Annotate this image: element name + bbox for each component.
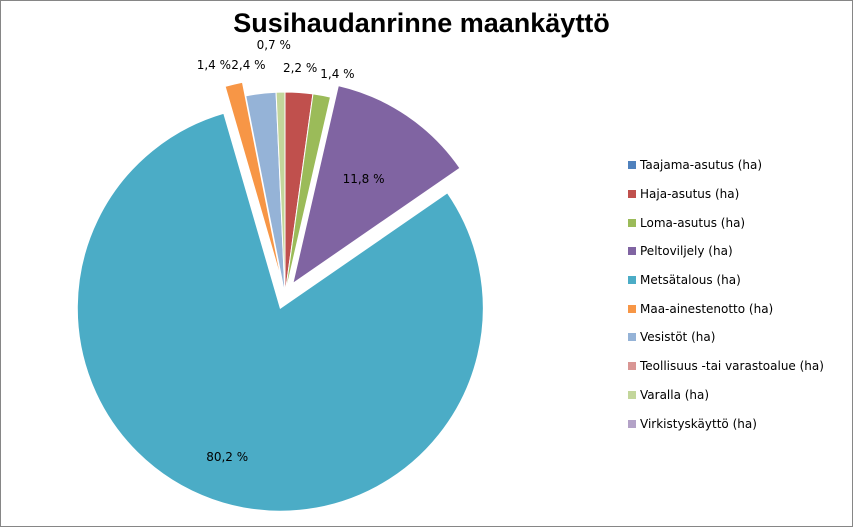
data-label-haja-asutus-ha: 2,2 % bbox=[283, 61, 317, 75]
pie-slice-peltoviljely-ha bbox=[292, 84, 461, 285]
legend-item-haja-asutus-ha: Haja-asutus (ha) bbox=[628, 180, 848, 209]
legend-swatch bbox=[628, 218, 636, 227]
legend-label: Virkistyskäyttö (ha) bbox=[640, 416, 757, 431]
legend-item-metsätalous-ha: Metsätalous (ha) bbox=[628, 266, 848, 295]
legend-swatch bbox=[628, 276, 636, 285]
legend-label: Taajama-asutus (ha) bbox=[640, 158, 763, 173]
pie-slice-maa-ainestenotto-ha bbox=[224, 81, 283, 282]
legend-swatch bbox=[628, 390, 636, 399]
pie-slice-loma-asutus-ha bbox=[284, 93, 332, 296]
legend-label: Haja-asutus (ha) bbox=[640, 187, 740, 202]
legend-item-peltoviljely-ha: Peltoviljely (ha) bbox=[628, 237, 848, 266]
legend-label: Metsätalous (ha) bbox=[640, 273, 741, 288]
chart-title: Susihaudanrinne maankäyttö bbox=[233, 8, 610, 38]
legend-item-vesistöt-ha: Vesistöt (ha) bbox=[628, 323, 848, 352]
legend-label: Maa-ainestenotto (ha) bbox=[640, 301, 774, 316]
legend-label: Varalla (ha) bbox=[640, 387, 710, 402]
data-label-vesistöt-ha: 2,4 % bbox=[231, 58, 265, 72]
legend-swatch bbox=[628, 419, 636, 428]
legend-swatch bbox=[628, 333, 636, 342]
legend-item-teollisuus-tai-varastoalue-ha: Teollisuus -tai varastoalue (ha) bbox=[628, 352, 848, 381]
data-label-loma-asutus-ha: 1,4 % bbox=[320, 67, 354, 81]
legend-item-varalla-ha: Varalla (ha) bbox=[628, 381, 848, 410]
data-label-metsätalous-ha: 80,2 % bbox=[206, 450, 248, 464]
legend-swatch bbox=[628, 362, 636, 371]
legend-label: Vesistöt (ha) bbox=[640, 330, 716, 345]
data-label-maa-ainestenotto-ha: 1,4 % bbox=[197, 58, 231, 72]
legend-label: Loma-asutus (ha) bbox=[640, 215, 746, 230]
pie-slice-metsätalous-ha bbox=[76, 112, 484, 512]
legend-item-virkistyskäyttö-ha: Virkistyskäyttö (ha) bbox=[628, 409, 848, 438]
legend-label: Peltoviljely (ha) bbox=[640, 244, 733, 259]
legend-swatch bbox=[628, 304, 636, 313]
legend: Taajama-asutus (ha) Haja-asutus (ha) Loma-… bbox=[628, 151, 848, 438]
data-label-varalla-ha: 0,7 % bbox=[257, 38, 291, 52]
pie-slice-varalla-ha bbox=[275, 91, 286, 296]
legend-item-maa-ainestenotto-ha: Maa-ainestenotto (ha) bbox=[628, 294, 848, 323]
legend-item-taajama-asutus-ha: Taajama-asutus (ha) bbox=[628, 151, 848, 180]
legend-swatch bbox=[628, 190, 636, 199]
legend-swatch bbox=[628, 161, 636, 170]
legend-item-loma-asutus-ha: Loma-asutus (ha) bbox=[628, 208, 848, 237]
legend-swatch bbox=[628, 247, 636, 256]
data-label-peltoviljely-ha: 11,8 % bbox=[343, 172, 385, 186]
legend-label: Teollisuus -tai varastoalue (ha) bbox=[640, 359, 824, 374]
